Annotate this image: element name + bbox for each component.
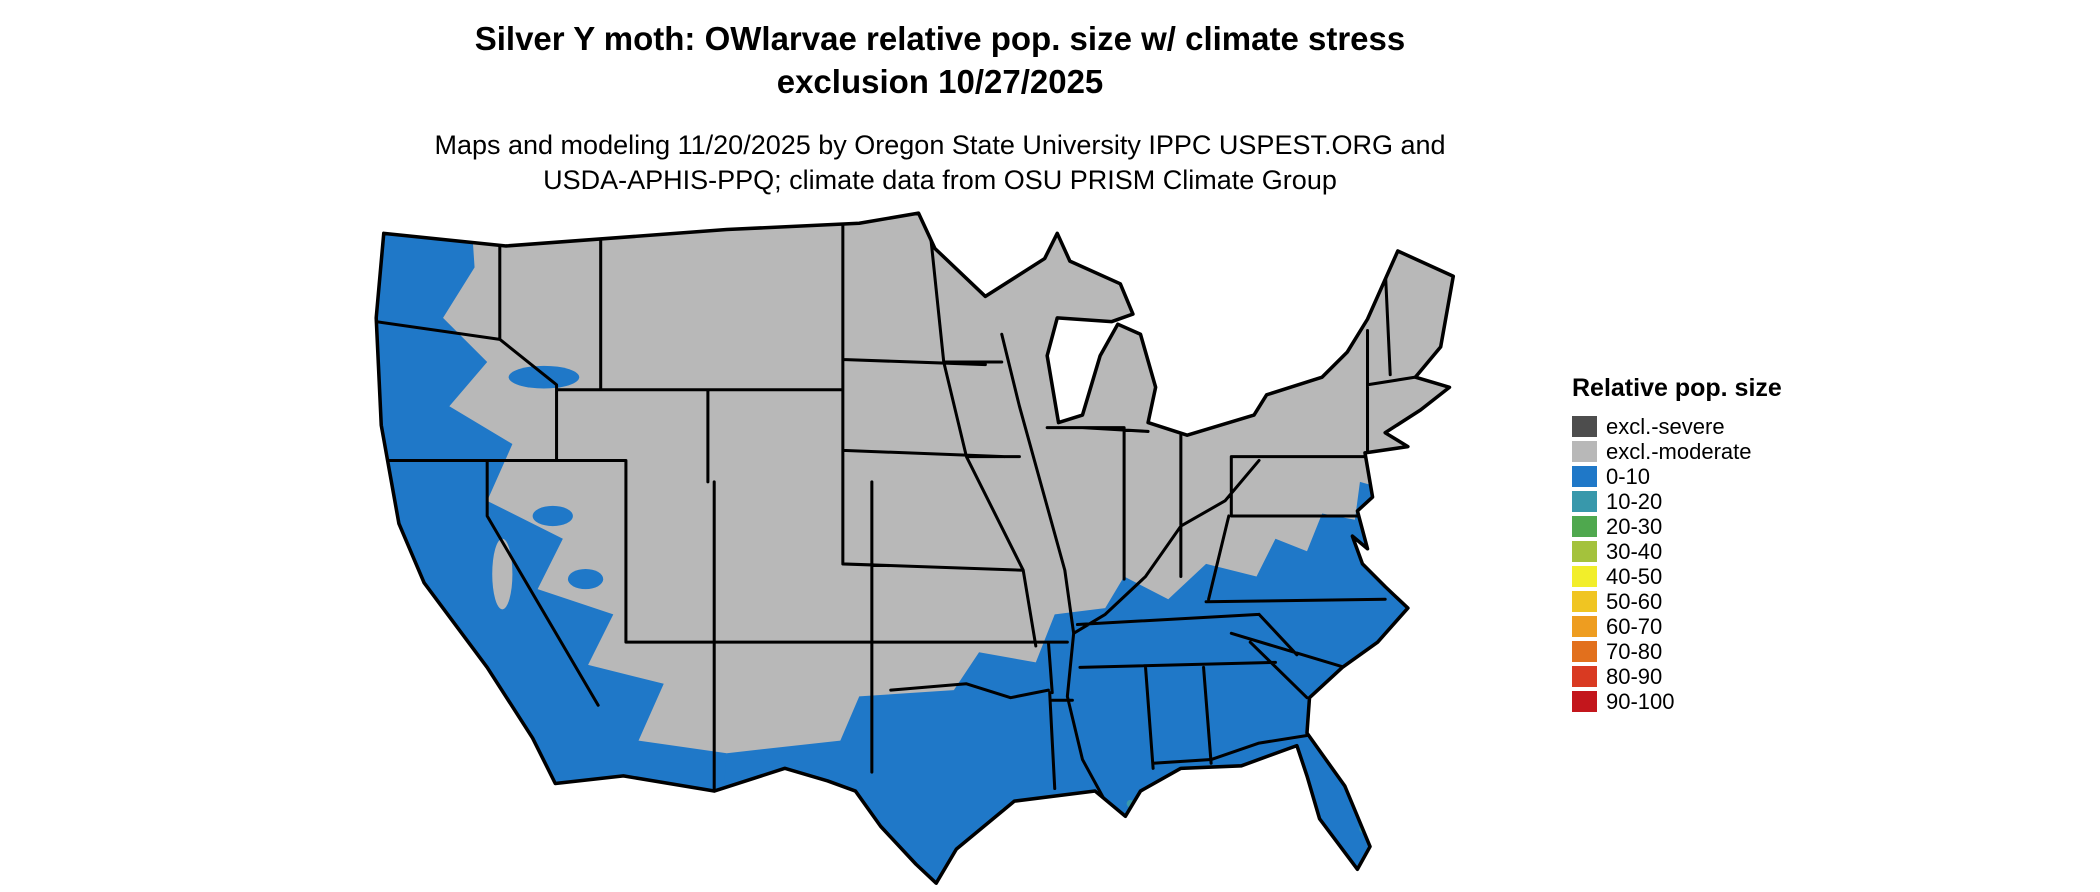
legend-swatch (1572, 466, 1597, 487)
legend-item-excl-moderate: excl.-moderate (1572, 439, 1782, 464)
us-conus-map-svg (374, 211, 1456, 885)
legend-swatch (1572, 616, 1597, 637)
legend-label: 80-90 (1606, 663, 1663, 689)
chart-subtitle-line2: USDA-APHIS-PPQ; climate data from OSU PR… (543, 164, 1337, 195)
legend-label: 30-40 (1606, 538, 1663, 564)
state-borders (376, 215, 1417, 803)
legend-label: 20-30 (1606, 513, 1663, 539)
legend-item-20-30: 20-30 (1572, 514, 1782, 539)
chart-title-line2: exclusion 10/27/2025 (776, 62, 1104, 100)
legend-label: excl.-severe (1606, 413, 1725, 439)
legend-label: excl.-moderate (1606, 438, 1752, 464)
legend-swatch (1572, 541, 1597, 562)
legend-swatch (1572, 516, 1597, 537)
legend-swatch (1572, 491, 1597, 512)
legend-label: 70-80 (1606, 638, 1663, 664)
legend-swatch (1572, 441, 1597, 462)
legend-swatch (1572, 666, 1597, 687)
legend-swatch (1572, 691, 1597, 712)
legend-label: 10-20 (1606, 488, 1663, 514)
legend-swatch (1572, 416, 1597, 437)
legend-item-60-70: 60-70 (1572, 614, 1782, 639)
legend-item-0-10: 0-10 (1572, 464, 1782, 489)
map-patch-pop-0-10 (532, 505, 573, 527)
chart-subtitle: Maps and modeling 11/20/2025 by Oregon S… (20, 128, 1860, 198)
legend-label: 60-70 (1606, 613, 1663, 639)
legend-item-80-90: 80-90 (1572, 664, 1782, 689)
legend-title: Relative pop. size (1572, 374, 1782, 402)
legend-item-50-60: 50-60 (1572, 589, 1782, 614)
legend-item-excl-severe: excl.-severe (1572, 414, 1782, 439)
legend-label: 90-100 (1606, 688, 1675, 714)
legend-item-70-80: 70-80 (1572, 639, 1782, 664)
chart-title: Silver Y moth: OWlarvae relative pop. si… (20, 18, 1860, 104)
legend-item-90-100: 90-100 (1572, 689, 1782, 714)
legend-label: 40-50 (1606, 563, 1663, 589)
map-patch-pop-0-10 (508, 365, 580, 389)
chart-title-line1: Silver Y moth: OWlarvae relative pop. si… (474, 20, 1406, 57)
conus-outline (374, 211, 1456, 885)
figure-header: Silver Y moth: OWlarvae relative pop. si… (20, 18, 1860, 198)
legend: Relative pop. size excl.-severe excl.-mo… (1572, 374, 1782, 714)
legend-label: 0-10 (1606, 463, 1651, 489)
us-conus-map (298, 198, 1534, 892)
chart-subtitle-line1: Maps and modeling 11/20/2025 by Oregon S… (434, 129, 1446, 160)
legend-swatch (1572, 591, 1597, 612)
map-patch-pop-0-10 (567, 568, 604, 590)
legend-swatch (1572, 641, 1597, 662)
legend-swatch (1572, 566, 1597, 587)
legend-item-10-20: 10-20 (1572, 489, 1782, 514)
legend-label: 50-60 (1606, 588, 1663, 614)
legend-item-40-50: 40-50 (1572, 564, 1782, 589)
legend-item-30-40: 30-40 (1572, 539, 1782, 564)
map-patch-excluded-moderate (492, 538, 513, 610)
